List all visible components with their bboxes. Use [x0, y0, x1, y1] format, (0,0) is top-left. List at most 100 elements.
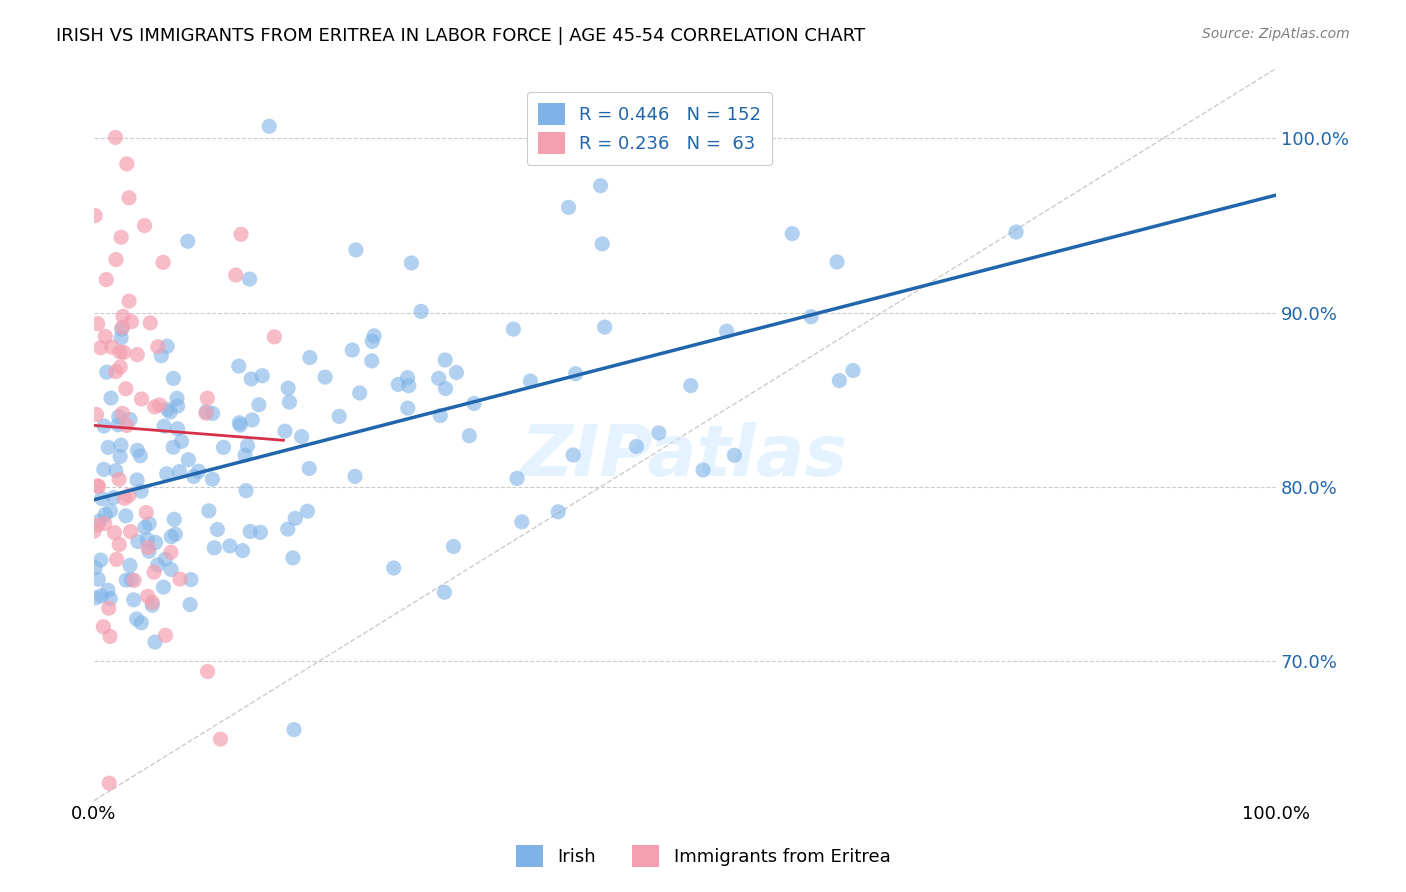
- Irish: [396, 401, 419, 416]
- Irish: [648, 425, 671, 440]
- Irish: [118, 558, 141, 573]
- Immigrants from Eritrea: [148, 398, 170, 412]
- Irish: [593, 320, 616, 334]
- Immigrants from Eritrea: [143, 400, 166, 414]
- Immigrants from Eritrea: [152, 255, 174, 269]
- Irish: [679, 378, 702, 392]
- Irish: [257, 120, 280, 134]
- Irish: [180, 573, 202, 587]
- Irish: [240, 413, 263, 427]
- Irish: [502, 322, 524, 336]
- Irish: [198, 504, 221, 518]
- Irish: [104, 464, 127, 478]
- Irish: [780, 227, 803, 241]
- Irish: [235, 483, 257, 498]
- Irish: [179, 598, 201, 612]
- Irish: [692, 463, 714, 477]
- Irish: [165, 527, 187, 541]
- Irish: [284, 511, 307, 525]
- Immigrants from Eritrea: [86, 518, 108, 533]
- Immigrants from Eritrea: [118, 294, 141, 309]
- Irish: [125, 612, 148, 626]
- Irish: [510, 515, 533, 529]
- Irish: [463, 396, 485, 410]
- Irish: [626, 440, 648, 454]
- Immigrants from Eritrea: [115, 418, 138, 433]
- Immigrants from Eritrea: [194, 406, 217, 420]
- Irish: [110, 438, 132, 452]
- Immigrants from Eritrea: [104, 252, 127, 267]
- Irish: [716, 324, 738, 338]
- Irish: [291, 429, 314, 443]
- Irish: [297, 504, 319, 518]
- Irish: [382, 561, 405, 575]
- Immigrants from Eritrea: [114, 491, 136, 506]
- Irish: [90, 491, 112, 506]
- Immigrants from Eritrea: [136, 589, 159, 603]
- Immigrants from Eritrea: [197, 665, 219, 679]
- Immigrants from Eritrea: [195, 391, 218, 405]
- Irish: [127, 443, 149, 458]
- Immigrants from Eritrea: [98, 776, 121, 790]
- Irish: [156, 467, 179, 481]
- Irish: [152, 580, 174, 594]
- Immigrants from Eritrea: [141, 595, 163, 609]
- Irish: [228, 359, 250, 373]
- Irish: [110, 331, 132, 345]
- Irish: [115, 508, 138, 523]
- Irish: [125, 473, 148, 487]
- Irish: [443, 540, 465, 554]
- Irish: [90, 589, 112, 603]
- Irish: [212, 441, 235, 455]
- Immigrants from Eritrea: [263, 330, 285, 344]
- Irish: [349, 386, 371, 401]
- Irish: [232, 543, 254, 558]
- Irish: [153, 419, 176, 434]
- Immigrants from Eritrea: [105, 552, 128, 566]
- Irish: [800, 310, 823, 324]
- Irish: [93, 419, 115, 434]
- Irish: [396, 370, 419, 384]
- Irish: [163, 512, 186, 526]
- Irish: [723, 448, 745, 462]
- Irish: [564, 367, 586, 381]
- Irish: [131, 615, 153, 630]
- Irish: [298, 351, 321, 365]
- Irish: [94, 508, 117, 522]
- Irish: [342, 343, 364, 357]
- Irish: [177, 452, 200, 467]
- Irish: [138, 516, 160, 531]
- Immigrants from Eritrea: [97, 601, 120, 615]
- Immigrants from Eritrea: [143, 565, 166, 579]
- Irish: [129, 484, 152, 499]
- Irish: [458, 428, 481, 442]
- Irish: [201, 472, 224, 486]
- Irish: [283, 723, 305, 737]
- Text: Source: ZipAtlas.com: Source: ZipAtlas.com: [1202, 27, 1350, 41]
- Immigrants from Eritrea: [83, 524, 105, 539]
- Irish: [118, 412, 141, 426]
- Irish: [160, 562, 183, 576]
- Irish: [506, 471, 529, 485]
- Irish: [84, 591, 107, 605]
- Irish: [93, 462, 115, 476]
- Irish: [239, 524, 262, 539]
- Irish: [183, 469, 205, 483]
- Irish: [247, 398, 270, 412]
- Immigrants from Eritrea: [96, 272, 118, 286]
- Irish: [547, 505, 569, 519]
- Irish: [281, 550, 304, 565]
- Irish: [314, 370, 336, 384]
- Immigrants from Eritrea: [98, 629, 121, 643]
- Irish: [1005, 225, 1028, 239]
- Immigrants from Eritrea: [134, 219, 156, 233]
- Irish: [236, 439, 259, 453]
- Irish: [96, 365, 118, 379]
- Irish: [274, 424, 297, 438]
- Immigrants from Eritrea: [225, 268, 247, 282]
- Immigrants from Eritrea: [110, 230, 132, 244]
- Immigrants from Eritrea: [136, 541, 159, 555]
- Irish: [100, 504, 122, 518]
- Irish: [134, 520, 156, 534]
- Irish: [233, 448, 256, 462]
